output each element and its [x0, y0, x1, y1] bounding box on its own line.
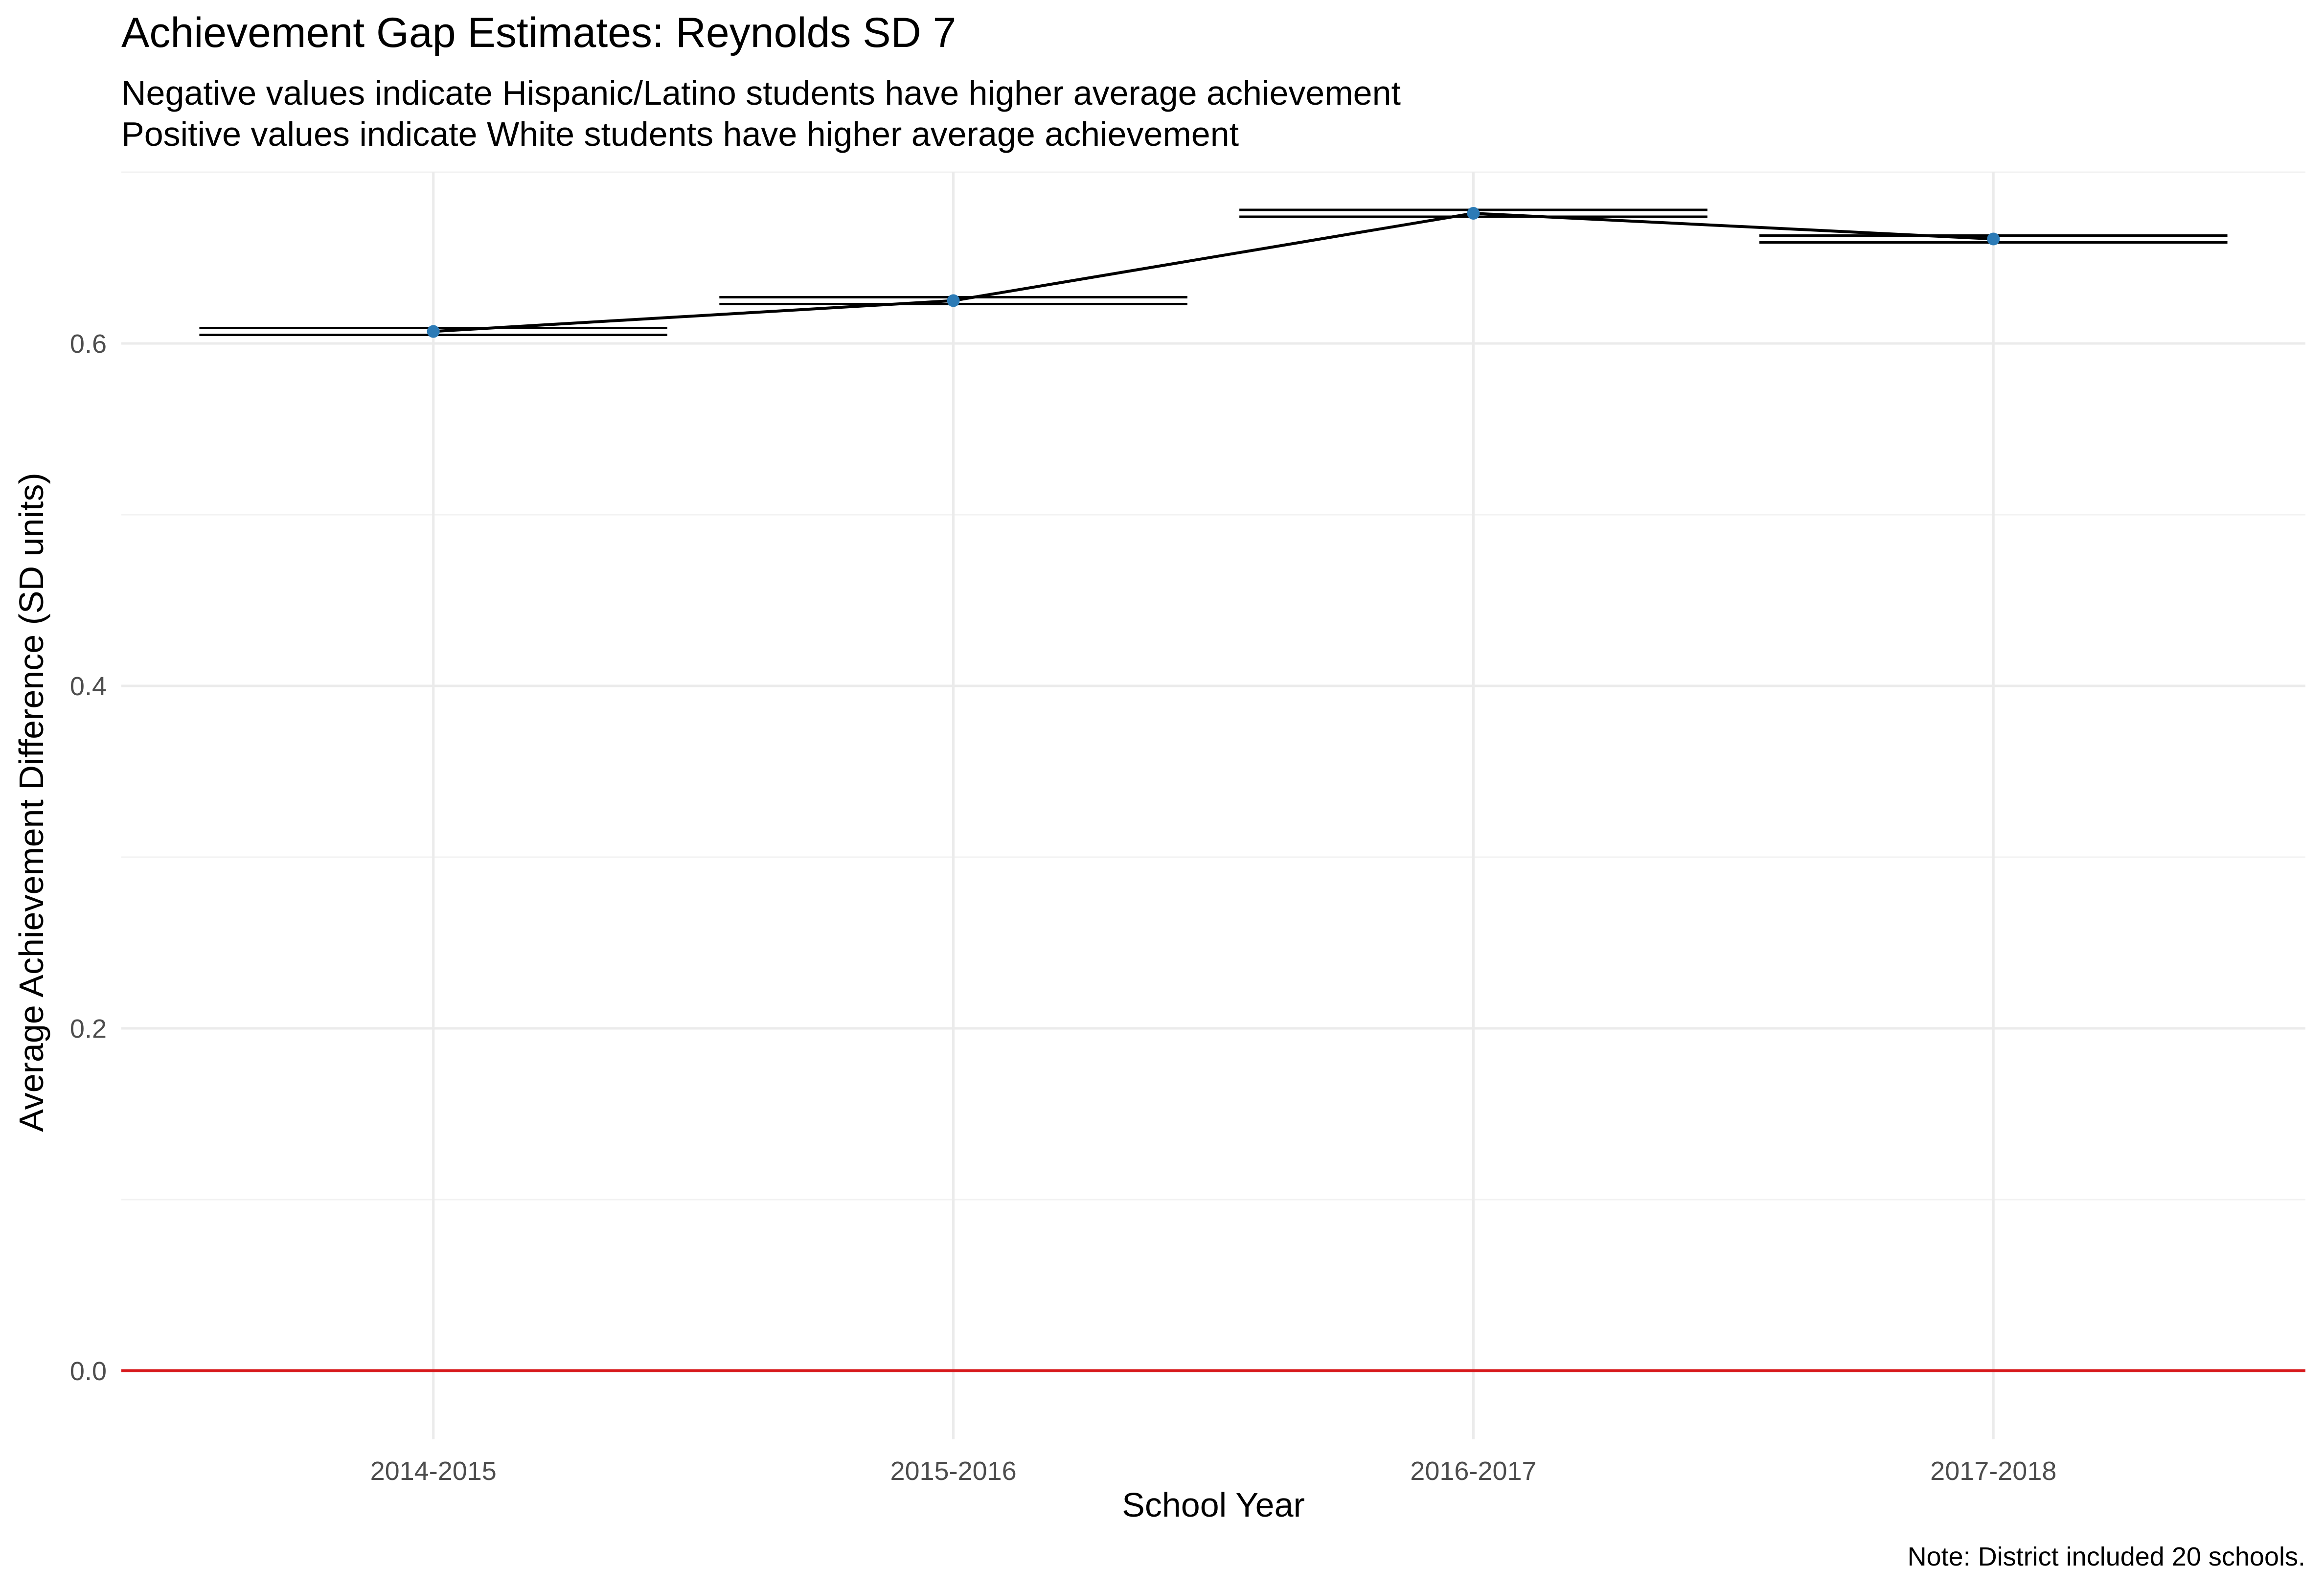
- data-points: [427, 207, 2000, 338]
- data-point: [947, 294, 960, 307]
- series-line: [433, 211, 1994, 333]
- grid-lines: [121, 171, 2305, 1439]
- chart-subtitle-line-2: Positive values indicate White students …: [121, 115, 1239, 153]
- chart-title: Achievement Gap Estimates: Reynolds SD 7: [121, 9, 956, 56]
- x-tick-label: 2016-2017: [1410, 1456, 1536, 1486]
- y-axis-title: Average Achievement Difference (SD units…: [12, 473, 50, 1132]
- x-tick-label: 2014-2015: [370, 1456, 497, 1486]
- y-tick-labels: 0.0 0.2 0.4 0.6: [70, 329, 107, 1386]
- y-tick-label: 0.0: [70, 1357, 107, 1386]
- x-tick-label: 2017-2018: [1930, 1456, 2056, 1486]
- x-axis-title: School Year: [1122, 1486, 1305, 1524]
- y-tick-label: 0.4: [70, 672, 107, 701]
- data-point: [1467, 207, 1480, 220]
- y-tick-label: 0.6: [70, 329, 107, 359]
- error-bars: [199, 208, 2228, 336]
- series-line-layer: [433, 211, 1994, 333]
- x-tick-labels: 2014-2015 2015-2016 2016-2017 2017-2018: [370, 1456, 2057, 1486]
- chart-subtitle-line-1: Negative values indicate Hispanic/Latino…: [121, 74, 1401, 112]
- data-point: [427, 325, 440, 338]
- chart-caption: Note: District included 20 schools.: [1908, 1542, 2305, 1571]
- x-tick-label: 2015-2016: [890, 1456, 1016, 1486]
- data-point: [1987, 232, 2000, 246]
- y-tick-label: 0.2: [70, 1014, 107, 1044]
